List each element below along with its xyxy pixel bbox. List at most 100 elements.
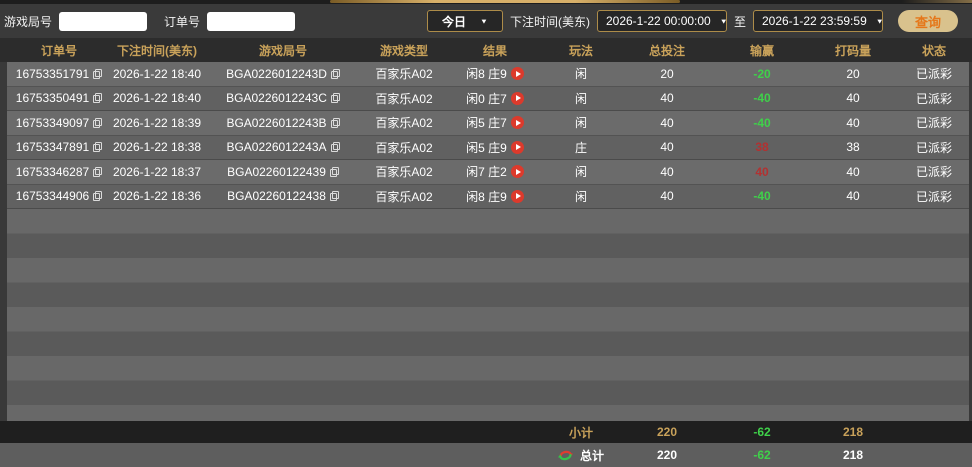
copy-icon[interactable]	[329, 191, 339, 202]
turnover-cell: 20	[846, 66, 860, 81]
result-value: 闲7 庄2	[466, 165, 507, 180]
subtotal-label: 小计	[568, 425, 593, 440]
play-icon[interactable]	[510, 91, 524, 105]
game-type-cell: 百家乐A02	[375, 91, 433, 106]
copy-icon[interactable]	[93, 68, 103, 79]
round-no-value: BGA0226012243B	[226, 115, 327, 130]
range-separator: 至	[733, 14, 746, 29]
play-type-cell: 闲	[574, 116, 587, 131]
table-body: 16753351791 2026-1-22 18:40 BGA022601224…	[0, 62, 972, 421]
column-header-4: 结果	[482, 43, 507, 58]
round-no-cell: BGA02260122439	[203, 160, 363, 184]
column-header-6: 总投注	[648, 43, 685, 58]
play-icon[interactable]	[510, 140, 524, 154]
status-cell: 已派彩	[915, 140, 952, 155]
game-round-input[interactable]	[59, 11, 148, 31]
column-header-8: 打码量	[834, 43, 871, 58]
refresh-icon[interactable]	[557, 448, 573, 463]
order-no-cell: 16753351791	[7, 62, 111, 86]
game-type-cell: 百家乐A02	[375, 165, 433, 180]
start-time-select[interactable]: 2026-1-22 00:00:00 ▼	[596, 10, 728, 32]
start-time-value: 2026-1-22 00:00:00	[605, 14, 711, 28]
copy-icon[interactable]	[93, 142, 103, 153]
query-button[interactable]: 查询	[897, 10, 958, 32]
copy-icon[interactable]	[93, 93, 103, 104]
order-no-value: 16753350491	[15, 91, 90, 106]
copy-icon[interactable]	[93, 191, 103, 202]
order-no-cell: 16753344906	[7, 185, 111, 209]
order-no-value: 16753347891	[15, 140, 90, 155]
total-bet-cell: 40	[660, 164, 674, 179]
result-value: 闲8 庄9	[466, 67, 507, 82]
status-cell: 已派彩	[915, 189, 952, 204]
window-top-strip	[0, 0, 972, 4]
game-type-cell: 百家乐A02	[375, 189, 433, 204]
round-no-cell: BGA02260122438	[203, 185, 363, 209]
date-preset-select[interactable]: 今日 ▼	[426, 10, 503, 32]
bet-time-cell: 2026-1-22 18:38	[112, 140, 202, 155]
column-header-3: 游戏类型	[379, 43, 428, 58]
total-row: 总计 220 -62 218	[0, 443, 972, 467]
copy-icon[interactable]	[330, 68, 340, 79]
copy-icon[interactable]	[329, 166, 339, 177]
result-value: 闲8 庄9	[466, 189, 507, 204]
turnover-cell: 40	[846, 164, 860, 179]
chevron-down-icon: ▼	[480, 17, 488, 25]
table-row: 16753349097 2026-1-22 18:39 BGA022601224…	[7, 111, 969, 136]
game-round-label: 游戏局号	[4, 14, 53, 29]
result-cell: 闲8 庄9	[445, 185, 545, 209]
round-no-value: BGA0226012243A	[226, 140, 327, 155]
copy-icon[interactable]	[330, 142, 340, 153]
bet-time-cell: 2026-1-22 18:36	[112, 189, 202, 204]
order-no-value: 16753346287	[15, 164, 90, 179]
result-value: 闲0 庄7	[466, 91, 507, 106]
turnover-cell: 40	[846, 115, 860, 130]
copy-icon[interactable]	[330, 117, 340, 128]
play-icon[interactable]	[510, 165, 524, 179]
column-header-7: 输赢	[749, 43, 774, 58]
order-no-input[interactable]	[207, 11, 296, 31]
turnover-cell: 40	[846, 91, 860, 106]
order-no-cell: 16753350491	[7, 87, 111, 111]
status-cell: 已派彩	[915, 67, 952, 82]
date-preset-value: 今日	[442, 14, 467, 29]
result-cell: 闲5 庄7	[445, 111, 545, 135]
bet-time-cell: 2026-1-22 18:40	[112, 91, 202, 106]
win-loss-cell: -40	[753, 91, 771, 106]
play-icon[interactable]	[510, 189, 524, 203]
subtotal-total-bet: 220	[656, 425, 678, 439]
round-no-value: BGA02260122439	[227, 164, 326, 179]
play-icon[interactable]	[510, 116, 524, 130]
order-no-cell: 16753347891	[7, 136, 111, 160]
subtotal-win-loss: -62	[753, 425, 771, 439]
result-value: 闲5 庄7	[466, 116, 507, 131]
bet-time-cell: 2026-1-22 18:37	[112, 164, 202, 179]
total-bet-cell: 40	[660, 115, 674, 130]
play-type-cell: 闲	[574, 189, 587, 204]
copy-icon[interactable]	[93, 117, 103, 128]
play-type-cell: 闲	[574, 91, 587, 106]
copy-icon[interactable]	[330, 93, 340, 104]
round-no-cell: BGA0226012243B	[203, 111, 363, 135]
play-icon[interactable]	[510, 67, 524, 81]
filter-bar: 游戏局号 订单号 今日 ▼ 下注时间(美东) 2026-1-22 00:00:0…	[0, 4, 972, 38]
top-right-accent	[902, 0, 972, 3]
column-header-2: 游戏局号	[258, 43, 307, 58]
total-bet-cell: 40	[660, 91, 674, 106]
copy-icon[interactable]	[93, 166, 103, 177]
win-loss-cell: -20	[753, 66, 771, 81]
end-time-select[interactable]: 2026-1-22 23:59:59 ▼	[752, 10, 884, 32]
order-no-value: 16753344906	[15, 189, 90, 204]
play-type-cell: 庄	[574, 140, 587, 155]
round-no-value: BGA0226012243C	[226, 91, 327, 106]
chevron-down-icon: ▼	[875, 17, 884, 25]
table-header: 订单号 下注时间(美东) 游戏局号 游戏类型 结果 玩法 总投注 输赢 打码量 状态	[0, 38, 972, 62]
order-no-cell: 16753346287	[7, 160, 111, 184]
win-loss-cell: 38	[755, 140, 769, 155]
table-row: 16753346287 2026-1-22 18:37 BGA022601224…	[7, 160, 969, 185]
result-cell: 闲8 庄9	[445, 62, 545, 86]
turnover-cell: 38	[846, 140, 860, 155]
result-cell: 闲5 庄9	[445, 136, 545, 160]
subtotal-turnover: 218	[842, 425, 864, 439]
round-no-cell: BGA0226012243A	[203, 136, 363, 160]
